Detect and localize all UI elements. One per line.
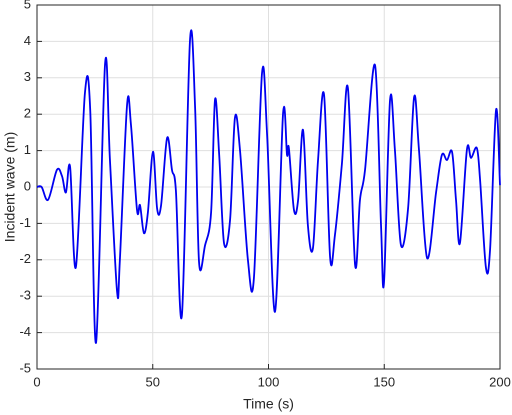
- y-tick-label: -3: [19, 288, 31, 303]
- y-tick-label: -2: [19, 251, 31, 266]
- y-tick-label: -4: [19, 324, 31, 339]
- y-tick-label: 3: [24, 69, 31, 84]
- x-tick-label: 100: [258, 374, 280, 389]
- y-tick-label: -5: [19, 360, 31, 375]
- y-tick-label: -1: [19, 215, 31, 230]
- y-axis-label: Incident wave (m): [2, 132, 18, 242]
- data-line: [36, 29, 501, 344]
- x-tick-label: 200: [489, 374, 511, 389]
- x-tick-label: 50: [146, 374, 160, 389]
- y-tick-label: 4: [24, 33, 31, 48]
- y-tick-label: 1: [24, 142, 31, 157]
- y-tick-label: 0: [24, 178, 31, 193]
- y-tick-label: 2: [24, 106, 31, 121]
- x-tick-label: 150: [373, 374, 395, 389]
- y-tick-label: 5: [24, 0, 31, 11]
- x-axis-label: Time (s): [243, 396, 294, 412]
- x-tick-label: 0: [33, 374, 40, 389]
